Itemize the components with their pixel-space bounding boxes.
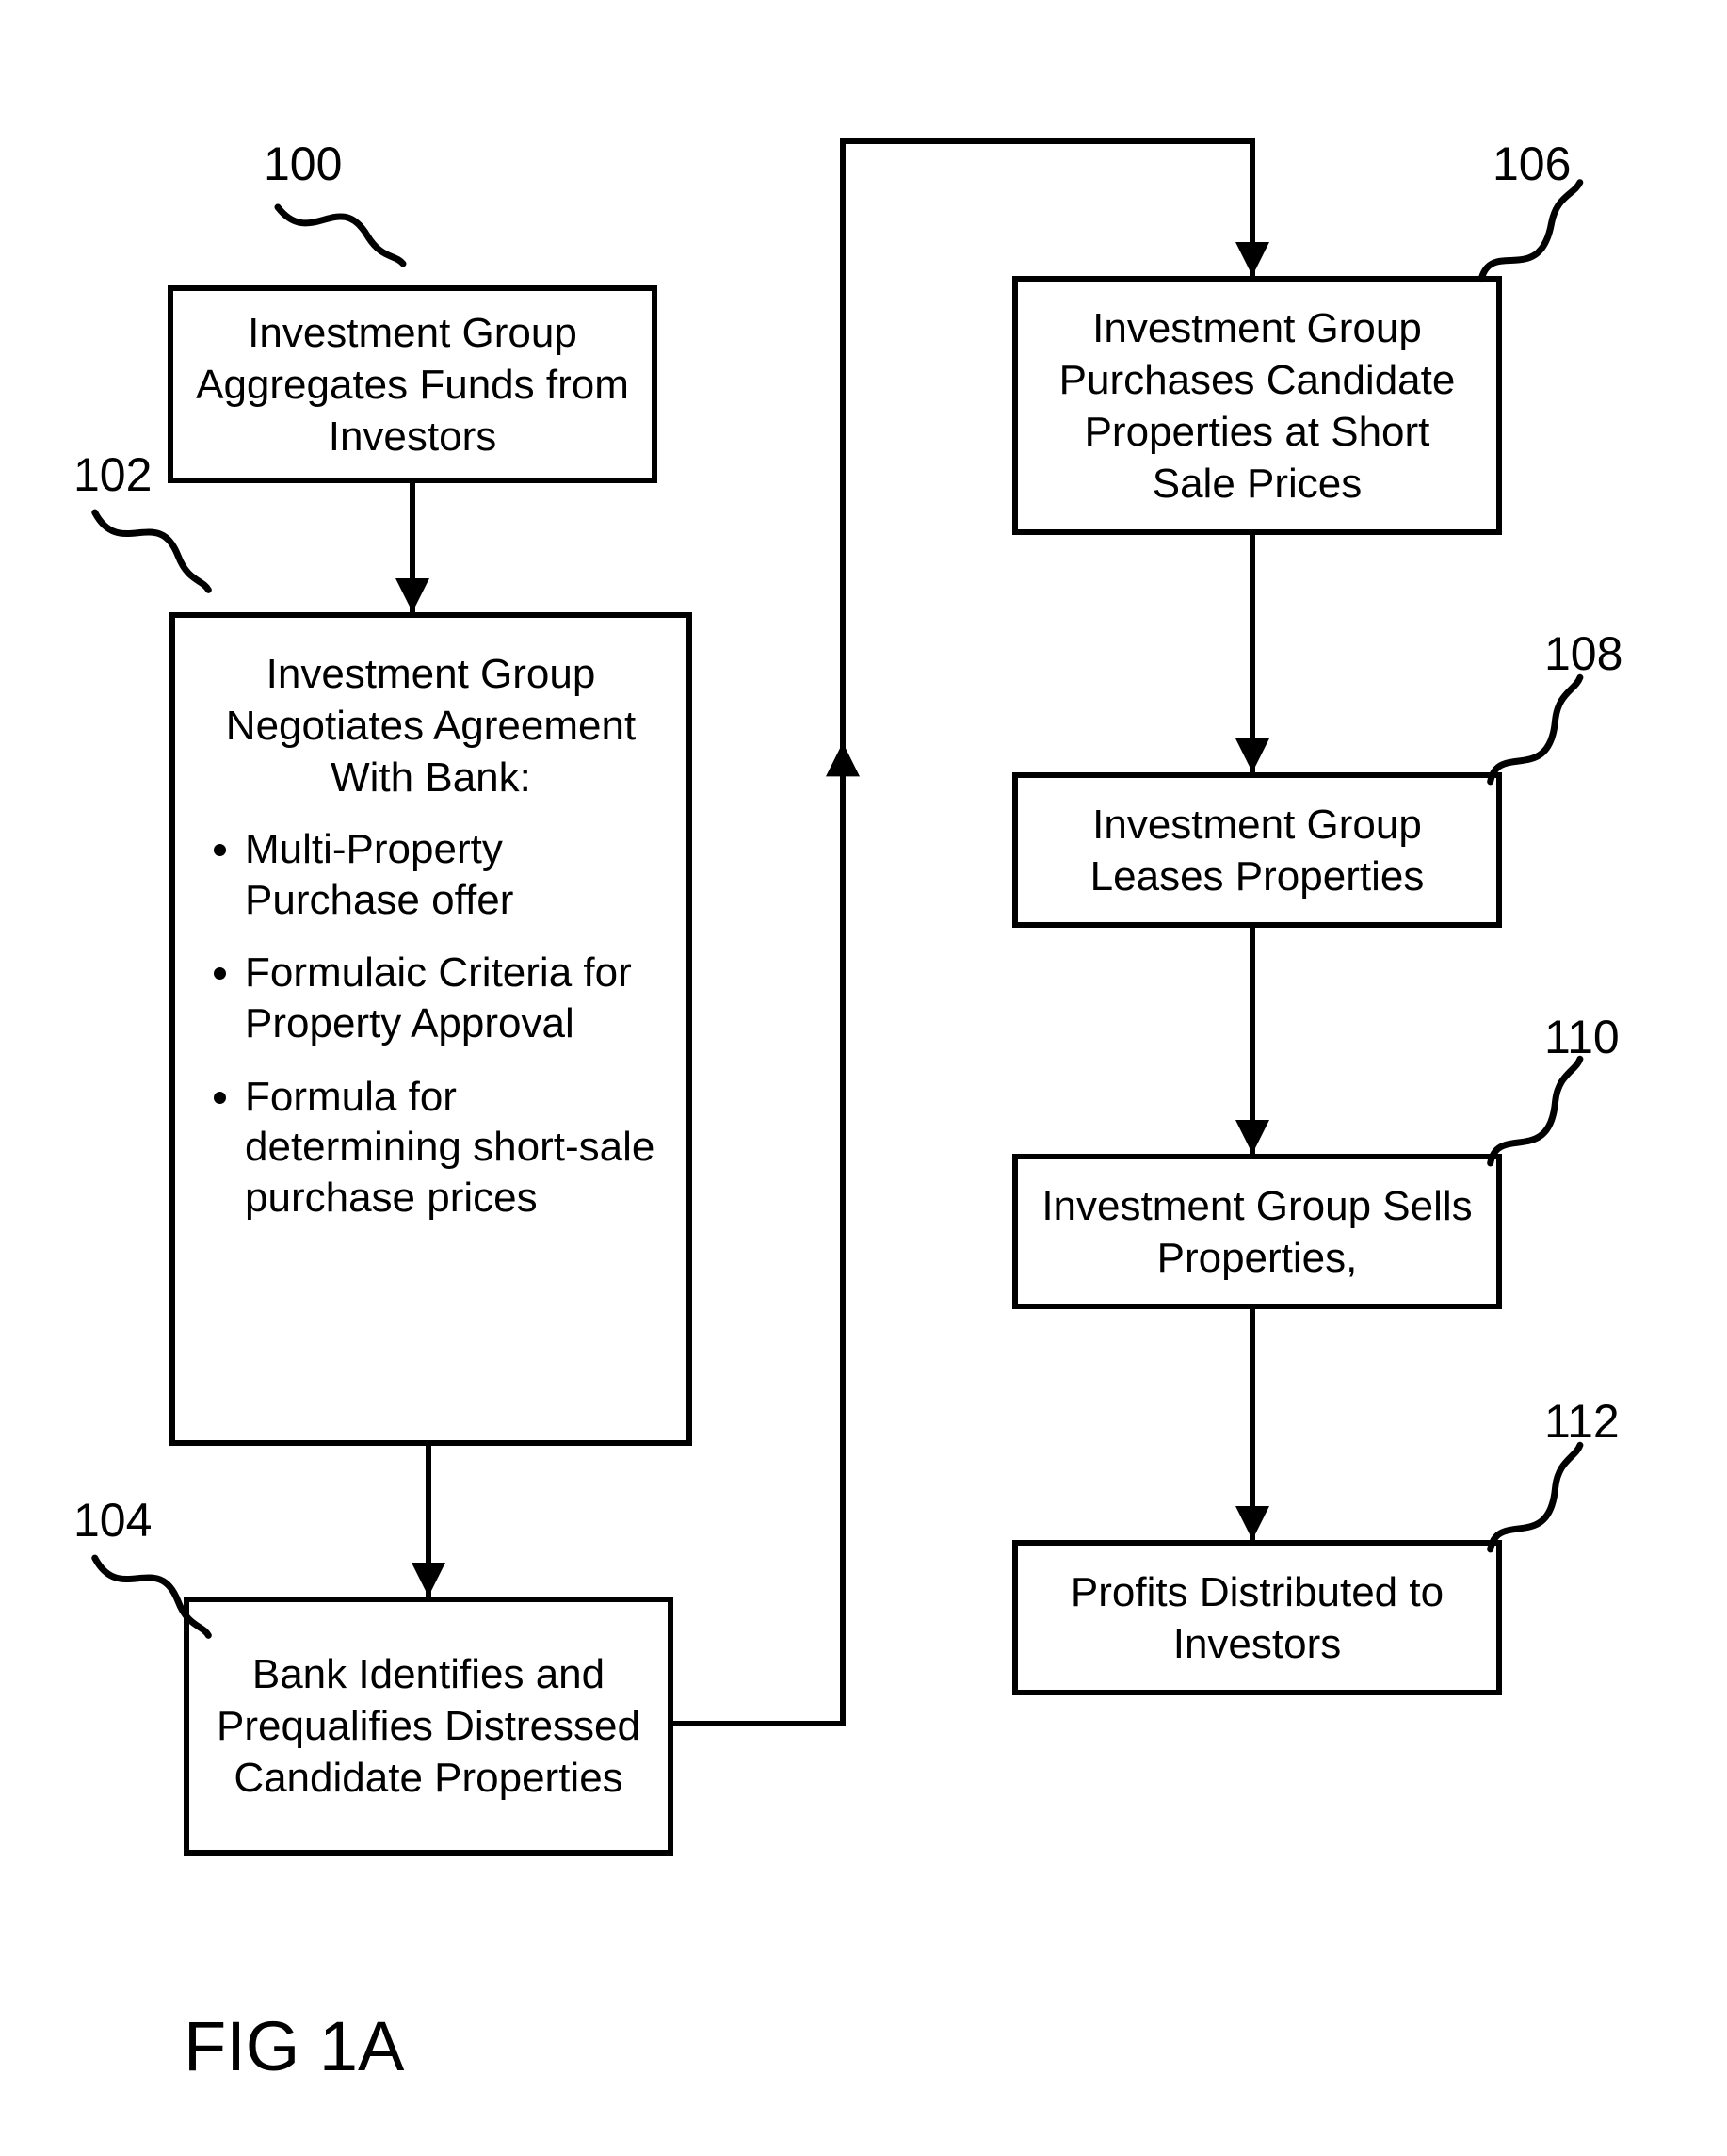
node-106: Investment Group Purchases Candidate Pro… (1012, 276, 1502, 535)
ref-label-108: 108 (1544, 626, 1622, 681)
node-112: Profits Distributed to Investors (1012, 1540, 1502, 1695)
node-110: Investment Group Sells Properties, (1012, 1154, 1502, 1309)
ref-label-112: 112 (1544, 1394, 1620, 1449)
ref-label-102: 102 (73, 447, 152, 502)
ref-label-104: 104 (73, 1493, 152, 1548)
figure-label: FIG 1A (184, 2006, 404, 2086)
node-110-text: Investment Group Sells Properties, (1041, 1180, 1474, 1284)
node-104: Bank Identifies and Prequalifies Distres… (184, 1597, 673, 1856)
flowchart-canvas: Investment Group Aggregates Funds from I… (0, 0, 1727, 2156)
node-104-text: Bank Identifies and Prequalifies Distres… (212, 1648, 645, 1804)
ref-label-110: 110 (1544, 1010, 1620, 1064)
node-106-text: Investment Group Purchases Candidate Pro… (1041, 302, 1474, 510)
node-102-bullet-1: Formulaic Criteria for Property Approval (245, 948, 664, 1048)
callout-squiggle-100 (273, 198, 405, 268)
ref-label-100: 100 (264, 137, 342, 191)
node-100: Investment Group Aggregates Funds from I… (168, 285, 657, 483)
node-102-bullet-0: Multi-Property Purchase offer (245, 824, 664, 925)
node-108-text: Investment Group Leases Properties (1041, 799, 1474, 902)
node-108: Investment Group Leases Properties (1012, 772, 1502, 928)
node-112-text: Profits Distributed to Investors (1041, 1566, 1474, 1670)
node-102: Investment Group Negotiates Agreement Wi… (169, 612, 692, 1446)
node-102-bullets: Multi-Property Purchase offer Formulaic … (198, 824, 664, 1246)
node-102-title: Investment Group Negotiates Agreement Wi… (198, 648, 664, 803)
node-100-text: Investment Group Aggregates Funds from I… (196, 307, 629, 462)
node-102-bullet-2: Formula for determining short-sale purch… (245, 1072, 664, 1224)
ref-label-106: 106 (1493, 137, 1571, 191)
